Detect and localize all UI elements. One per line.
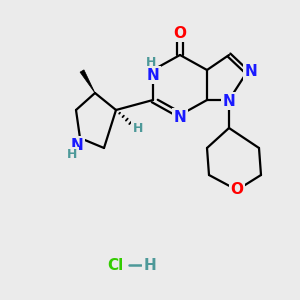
Text: Cl: Cl [107, 257, 123, 272]
Text: N: N [244, 64, 257, 80]
Text: H: H [144, 257, 156, 272]
Text: N: N [223, 94, 236, 109]
Text: O: O [230, 182, 244, 197]
Text: H: H [133, 122, 143, 134]
Text: O: O [173, 26, 187, 40]
Text: H: H [67, 148, 77, 161]
Text: H: H [146, 56, 156, 68]
Text: N: N [70, 137, 83, 152]
Text: N: N [174, 110, 186, 124]
Text: N: N [147, 68, 159, 82]
Polygon shape [80, 70, 95, 93]
